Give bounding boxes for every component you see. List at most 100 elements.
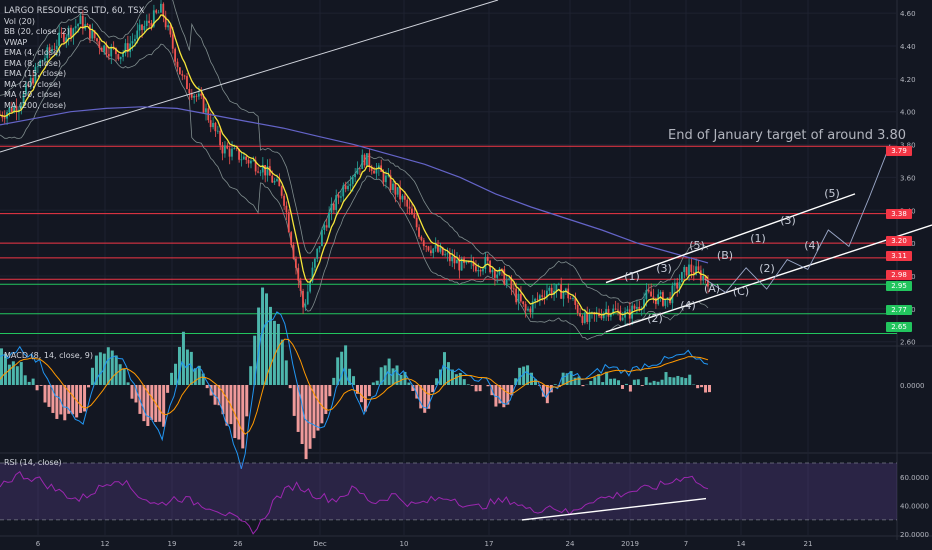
candle-body (543, 296, 546, 298)
macd-histogram-bar (355, 385, 359, 394)
candle-body (581, 316, 584, 323)
candle-body (425, 246, 428, 247)
macd-histogram-bar (15, 366, 19, 385)
candle-body (373, 170, 375, 174)
candle-body (136, 30, 139, 39)
candle-body (638, 306, 641, 309)
macd-histogram-bar (680, 377, 684, 385)
x-tick-label: 10 (400, 540, 409, 548)
macd-histogram-bar (225, 385, 229, 426)
rsi-label[interactable]: RSI (14, close) (4, 458, 62, 467)
candle-body (645, 290, 648, 300)
candle-body (65, 37, 68, 43)
candle-body (91, 30, 94, 39)
candle-body (129, 43, 132, 52)
macd-histogram-bar (150, 385, 154, 420)
candle-body (358, 168, 361, 170)
candle-body (299, 280, 302, 291)
x-tick-label: 17 (485, 540, 494, 548)
legend-item[interactable]: MA (50, close) (4, 90, 62, 99)
chart-overlays (0, 0, 709, 316)
candle-body (164, 16, 167, 28)
legend-item[interactable]: BB (20, close, 2) (4, 27, 70, 36)
candle-body (361, 154, 364, 169)
macd-histogram-bar (652, 380, 656, 385)
macd-histogram-bar (59, 385, 63, 415)
candle-body (150, 23, 153, 27)
macd-histogram-bar (454, 374, 458, 385)
macd-histogram-bar (522, 366, 526, 385)
price-tag-resistance: 3.38 (886, 209, 912, 219)
macd-histogram-bar (47, 385, 51, 407)
price-tag-support: 2.65 (886, 322, 912, 332)
candle-body (167, 25, 169, 28)
macd-histogram-bar (530, 372, 534, 385)
candle-body (699, 270, 702, 281)
candle-body (283, 195, 285, 206)
macd-histogram-bar (39, 385, 43, 386)
candle-body (74, 26, 77, 29)
macd-histogram-bar (185, 349, 189, 385)
macd-histogram-bar (142, 385, 146, 422)
channel-upper (605, 193, 856, 284)
macd-histogram-bar (514, 378, 518, 385)
candle-body (500, 268, 503, 270)
macd-histogram-bar (332, 377, 336, 385)
candle-body (609, 313, 612, 317)
macd-histogram-bar (644, 377, 648, 385)
candle-body (493, 270, 496, 278)
candle-body (176, 61, 179, 68)
wave-label: (1) (750, 232, 766, 245)
macd-histogram-bar (458, 372, 462, 385)
candle-body (673, 282, 676, 286)
candle-body (418, 227, 420, 237)
candle-body (432, 248, 435, 254)
y-tick-label: 3.60 (900, 174, 916, 182)
candle-body (458, 260, 461, 271)
candle-body (626, 309, 629, 312)
candle-body (437, 245, 439, 252)
wave-label: (A) (704, 282, 720, 295)
macd-histogram-bar (541, 385, 545, 397)
macd-histogram-bar (0, 348, 3, 385)
legend-item[interactable]: VWAP (4, 37, 28, 47)
macd-histogram-bar (146, 385, 150, 427)
candle-body (460, 258, 463, 271)
candle-body (602, 313, 605, 319)
legend-item[interactable]: Vol (20) (4, 16, 35, 26)
candle-body (62, 33, 65, 43)
legend-item[interactable]: MA (200, close) (4, 100, 67, 110)
legend-item[interactable]: EMA (8, close) (4, 58, 61, 68)
macd-histogram-bar (174, 363, 178, 385)
candle-body (451, 256, 454, 262)
macd-histogram-bar (395, 365, 399, 385)
macd-label[interactable]: MACD (8, 14, close, 9) (4, 351, 93, 360)
candle-body (621, 317, 624, 321)
wave-label: (5) (689, 239, 705, 252)
macd-histogram-bar (90, 367, 94, 385)
candle-body (439, 247, 442, 252)
macd-histogram-bar (518, 367, 522, 385)
candle-body (171, 34, 174, 49)
macd-histogram-bar (245, 385, 249, 417)
macd-histogram-bar (324, 385, 328, 414)
macd-histogram-bar (486, 385, 490, 387)
candle-body (370, 166, 373, 171)
wave-label: (2) (647, 312, 663, 325)
legend-item[interactable]: EMA (15, close) (4, 69, 67, 78)
macd-histogram-bar (664, 372, 668, 385)
legend-item[interactable]: EMA (4, close) (4, 48, 61, 57)
candle-body (647, 290, 650, 292)
candle-body (294, 258, 297, 268)
macd-histogram-bar (415, 385, 419, 399)
candle-body (233, 148, 236, 150)
candle-body (257, 171, 259, 173)
symbol-title[interactable]: LARGO RESOURCES LTD, 60, TSX (4, 6, 145, 16)
candle-body (680, 272, 683, 283)
candle-body (110, 46, 113, 57)
candle-body (231, 148, 233, 157)
legend-item[interactable]: MA (20, close) (4, 79, 62, 89)
macd-histogram-bar (640, 385, 644, 386)
x-tick-label: 21 (804, 540, 813, 548)
